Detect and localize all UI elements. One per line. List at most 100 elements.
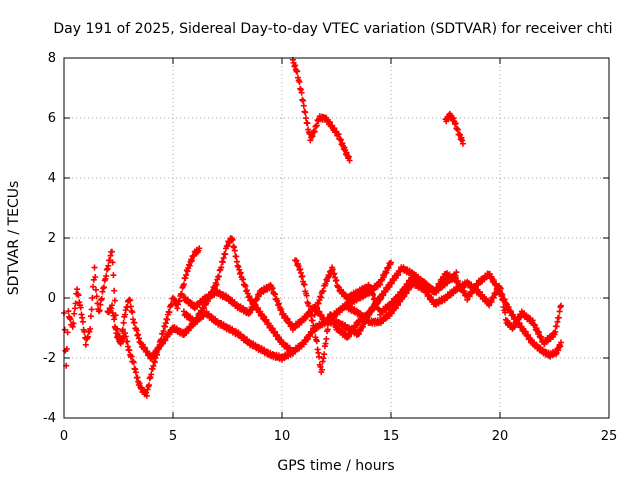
- data-point: [497, 285, 504, 292]
- data-point: [84, 333, 91, 340]
- data-point: [324, 326, 331, 333]
- data-point: [92, 286, 99, 293]
- y-axis-label: SDTVAR / TECUs: [6, 181, 22, 296]
- data-point: [499, 297, 506, 304]
- data-point: [130, 359, 137, 366]
- data-point: [120, 319, 127, 326]
- data-point: [233, 253, 240, 260]
- y-tick-label: -2: [43, 351, 56, 366]
- data-point: [555, 314, 562, 321]
- data-point: [298, 89, 305, 96]
- data-point: [89, 294, 96, 301]
- data-point: [231, 247, 238, 254]
- data-point: [229, 236, 236, 243]
- data-point: [77, 304, 84, 311]
- x-tick-label: 5: [169, 429, 177, 444]
- data-point: [313, 122, 320, 129]
- x-tick-label: 15: [383, 429, 400, 444]
- data-point: [311, 327, 318, 334]
- data-point: [178, 290, 185, 297]
- x-tick-label: 25: [601, 429, 618, 444]
- data-point: [122, 333, 129, 340]
- data-point: [64, 329, 71, 336]
- data-point: [346, 157, 353, 164]
- data-point: [65, 308, 72, 315]
- data-point: [304, 120, 311, 127]
- data-point: [91, 264, 98, 271]
- series-7: [344, 278, 565, 348]
- data-point: [453, 269, 460, 276]
- data-point: [180, 281, 187, 288]
- data-point: [124, 304, 131, 311]
- data-point: [98, 295, 105, 302]
- data-point: [87, 325, 94, 332]
- data-point: [502, 309, 509, 316]
- data-point: [96, 307, 103, 314]
- data-point: [213, 281, 220, 288]
- data-point: [108, 302, 115, 309]
- data-point: [93, 293, 100, 300]
- data-point: [333, 277, 340, 284]
- data-point: [111, 297, 118, 304]
- data-point: [111, 316, 118, 323]
- data-point: [215, 273, 222, 280]
- data-point: [176, 298, 183, 305]
- data-point: [367, 285, 374, 292]
- data-point: [79, 318, 86, 325]
- data-point: [302, 109, 309, 116]
- data-point: [67, 316, 74, 323]
- data-point: [296, 78, 303, 85]
- data-point: [92, 273, 99, 280]
- data-point: [314, 304, 321, 311]
- data-point: [128, 353, 135, 360]
- y-tick-label: 0: [48, 291, 56, 306]
- data-point: [127, 297, 134, 304]
- x-tick-label: 0: [60, 429, 68, 444]
- x-tick-label: 10: [274, 429, 291, 444]
- tick-layer: 0 5 10 15 20 25 -4 -2 0 2 4 6 8: [43, 51, 617, 444]
- data-point: [271, 291, 278, 298]
- data-point: [316, 353, 323, 360]
- data-point: [318, 366, 325, 373]
- data-point: [558, 302, 565, 309]
- data-point: [88, 306, 95, 313]
- data-point: [90, 283, 97, 290]
- data-point: [320, 288, 327, 295]
- data-point: [71, 310, 78, 317]
- data-point: [278, 306, 285, 313]
- data-point: [300, 102, 307, 109]
- data-point: [148, 371, 155, 378]
- x-axis-label: GPS time / hours: [277, 458, 394, 474]
- data-point: [498, 291, 505, 298]
- data-point: [452, 120, 459, 127]
- data-point: [94, 300, 101, 307]
- data-point: [552, 328, 559, 335]
- data-point: [301, 281, 308, 288]
- data-point: [103, 273, 110, 280]
- data-point: [321, 351, 328, 358]
- data-point: [109, 259, 116, 266]
- data-point: [111, 287, 118, 294]
- data-point: [124, 338, 131, 345]
- data-point: [240, 276, 247, 283]
- data-point: [303, 292, 310, 299]
- data-point: [294, 68, 301, 75]
- data-point: [305, 302, 312, 309]
- x-tick-label: 20: [492, 429, 509, 444]
- data-point: [143, 392, 150, 399]
- data-point: [311, 311, 318, 318]
- data-point: [309, 317, 316, 324]
- data-point: [388, 259, 394, 266]
- data-point: [299, 273, 306, 280]
- data-point: [118, 335, 125, 342]
- series-9: [442, 110, 466, 147]
- data-point: [146, 382, 153, 389]
- y-tick-label: 2: [48, 231, 56, 246]
- y-tick-label: -4: [43, 411, 56, 426]
- data-point: [242, 283, 249, 290]
- data-point: [100, 284, 107, 291]
- y-tick-label: 4: [48, 171, 56, 186]
- data-point: [82, 341, 89, 348]
- data-point: [196, 245, 203, 252]
